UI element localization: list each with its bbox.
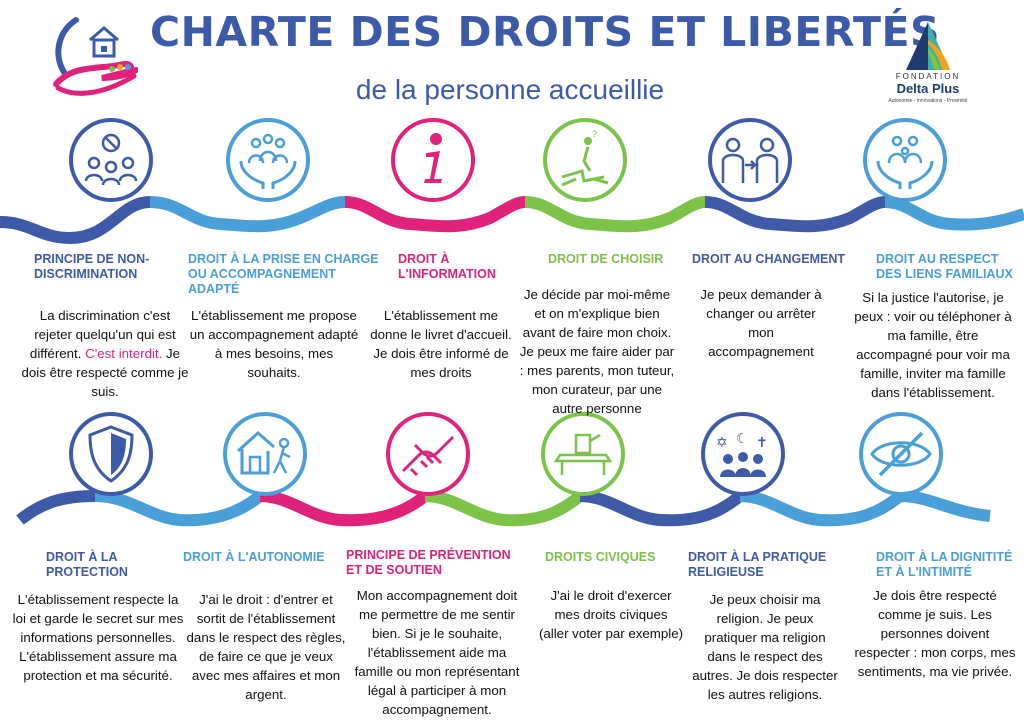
right-card-civiques: DROITS CIVIQUES (545, 550, 715, 565)
shield-icon (69, 412, 153, 496)
right-card-autonomie: DROIT À L'AUTONOMIE (183, 550, 353, 565)
timeline-wave-top (0, 196, 1024, 245)
right-card-protection: DROIT À LA PROTECTION (46, 550, 216, 580)
card-text: Si la justice l'autorise, je peux : voir… (854, 290, 1012, 400)
card-text-highlight: C'est interdit. (85, 346, 163, 361)
right-card-prise-en-charge: DROIT À LA PRISE EN CHARGE OU ACCOMPAGNE… (188, 252, 379, 297)
card-text: Je peux choisir ma religion. Je peux pra… (692, 592, 838, 702)
card-heading: DROITS CIVIQUES (545, 550, 656, 564)
delta-triangle-icon (906, 22, 950, 70)
foundation-label: FONDATION (895, 72, 961, 81)
card-heading: DROIT AU CHANGEMENT (692, 252, 846, 266)
people-refusal-icon (69, 118, 153, 202)
card-text: Mon accompagnement doit me permettre de … (354, 588, 520, 717)
page-title: CHARTE DES DROITS ET LIBERTÉS (150, 8, 941, 56)
foundation-tagline: Autonomie - Innovations - Proximité (888, 98, 968, 104)
right-card-liens-familiaux: DROIT AU RESPECT DES LIENS FAMILIAUX (876, 252, 1024, 282)
info-icon (391, 118, 475, 202)
card-text: Je décide par moi-même et on m'explique … (519, 287, 675, 416)
card-heading: DROIT À L'AUTONOMIE (183, 550, 325, 564)
right-card-information: DROIT À L'INFORMATION (398, 252, 568, 282)
card-text: Je dois être respecté comme je suis. Les… (854, 588, 1016, 679)
change-people-icon (708, 118, 792, 202)
handshake-icon (386, 412, 470, 496)
card-heading: DROIT AU RESPECT DES LIENS FAMILIAUX (876, 252, 1013, 281)
religions-icon: ✡ ☾ ✝ (701, 412, 785, 496)
eye-hidden-icon (859, 412, 943, 496)
card-text-part: La discrimination c'est rejeter quelqu'u… (29, 308, 176, 361)
card-heading: DROIT À LA PROTECTION (46, 550, 128, 579)
timeline-wave-bottom (16, 489, 991, 527)
card-heading: DROIT À LA DIGNITITÉ ET À L'INTIMITÉ (876, 550, 1013, 579)
foundation-name: Delta Plus (896, 81, 960, 96)
card-text: Je peux demander à changer ou arrêter mo… (700, 287, 822, 359)
card-heading: DROIT À LA PRISE EN CHARGE OU ACCOMPAGNE… (188, 252, 379, 296)
svg-text:✡: ✡ (716, 435, 728, 451)
svg-text:?: ? (592, 129, 597, 139)
card-text: La discrimination c'est rejeter quelqu'u… (20, 306, 190, 401)
right-card-religieuse: DROIT À LA PRATIQUE RELIGIEUSE (688, 550, 858, 580)
card-text: L'établissement me donne le livret d'acc… (370, 308, 512, 380)
house-exit-icon (223, 412, 307, 496)
page-subtitle: de la personne accueillie (355, 74, 665, 105)
card-heading: DROIT À L'INFORMATION (398, 252, 496, 281)
right-card-prevention: PRINCIPE DE PRÉVENTION ET DE SOUTIEN (346, 548, 516, 578)
ballot-box-icon (541, 412, 625, 496)
card-text-part: Je dois être respecté comme je suis. (21, 346, 189, 399)
hands-people-icon (226, 118, 310, 202)
card-heading: DROIT DE CHOISIR (548, 252, 664, 266)
right-card-choisir: DROIT DE CHOISIR (548, 252, 718, 267)
card-text: J'ai le droit d'exercer mes droits civiq… (538, 588, 684, 641)
right-card-non-discrimination: PRINCIPE DE NON-DISCRIMINATION (34, 252, 204, 282)
family-hands-icon (863, 118, 947, 202)
svg-text:✝: ✝ (756, 435, 768, 451)
card-heading: PRINCIPE DE PRÉVENTION ET DE SOUTIEN (346, 548, 511, 577)
svg-text:☾: ☾ (736, 431, 749, 447)
card-heading: DROIT À LA PRATIQUE RELIGIEUSE (688, 550, 827, 579)
house-hand-logo-icon (53, 17, 138, 96)
card-heading: PRINCIPE DE NON-DISCRIMINATION (34, 252, 150, 281)
foundation-logo: FONDATION Delta Plus Autonomie - Innovat… (868, 20, 988, 110)
choice-crossroads-icon: ? (543, 118, 627, 202)
card-text: L'établissement me propose un accompagne… (189, 308, 359, 380)
right-card-dignite: DROIT À LA DIGNITITÉ ET À L'INTIMITÉ (876, 550, 1024, 580)
right-card-changement: DROIT AU CHANGEMENT (692, 252, 862, 267)
card-text: L'établissement respecte la loi et garde… (12, 592, 184, 683)
card-text: J'ai le droit : d'entrer et sortit de l'… (186, 592, 346, 702)
